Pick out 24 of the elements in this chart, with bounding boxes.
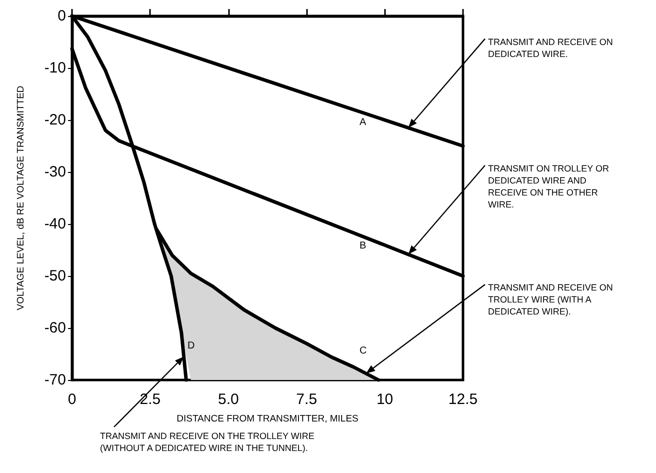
- series-label: B: [360, 240, 367, 252]
- y-tick-label: -10: [44, 60, 66, 76]
- x-tick-label: 10: [376, 391, 394, 408]
- x-tick-label: 2.5: [140, 391, 161, 408]
- y-tick-label: -40: [44, 216, 66, 232]
- text: TRANSMIT AND RECEIVE ON THE TROLLEY WIRE (WITHOUT A DEDICATED WIRE IN THE TUNNEL).: [100, 431, 314, 453]
- y-tick-label: -60: [44, 320, 66, 336]
- x-tick-label: 5.0: [218, 391, 239, 408]
- text: TRANSMIT AND RECEIVE ON TROLLEY WIRE (WITH A DEDICATED WIRE).: [488, 282, 613, 316]
- text: TRANSMIT AND RECEIVE ON DEDICATED WIRE.: [488, 36, 613, 59]
- x-axis-title: DISTANCE FROM TRANSMITTER, MILES: [176, 414, 358, 424]
- x-tick-label: 12.5: [448, 391, 478, 408]
- y-tick-label: -20: [44, 112, 66, 128]
- series-label: A: [360, 117, 367, 128]
- y-tick-label: -70: [44, 372, 66, 388]
- series-label: D: [187, 340, 195, 352]
- text: TRANSMIT ON TROLLEY OR DEDICATED WIRE AND RECEIVE ON THE OTHER WIRE.: [488, 163, 610, 210]
- y-tick-label: -30: [44, 164, 66, 180]
- x-tick-label: 0: [68, 391, 76, 408]
- y-axis-title: VOLTAGE LEVEL, dB RE VOLTAGE TRANSMITTED: [16, 86, 26, 310]
- x-tick-label: 7.5: [296, 391, 318, 408]
- y-tick-label: -50: [44, 268, 66, 284]
- series-label: C: [360, 346, 367, 356]
- y-tick-label: 0: [58, 8, 66, 24]
